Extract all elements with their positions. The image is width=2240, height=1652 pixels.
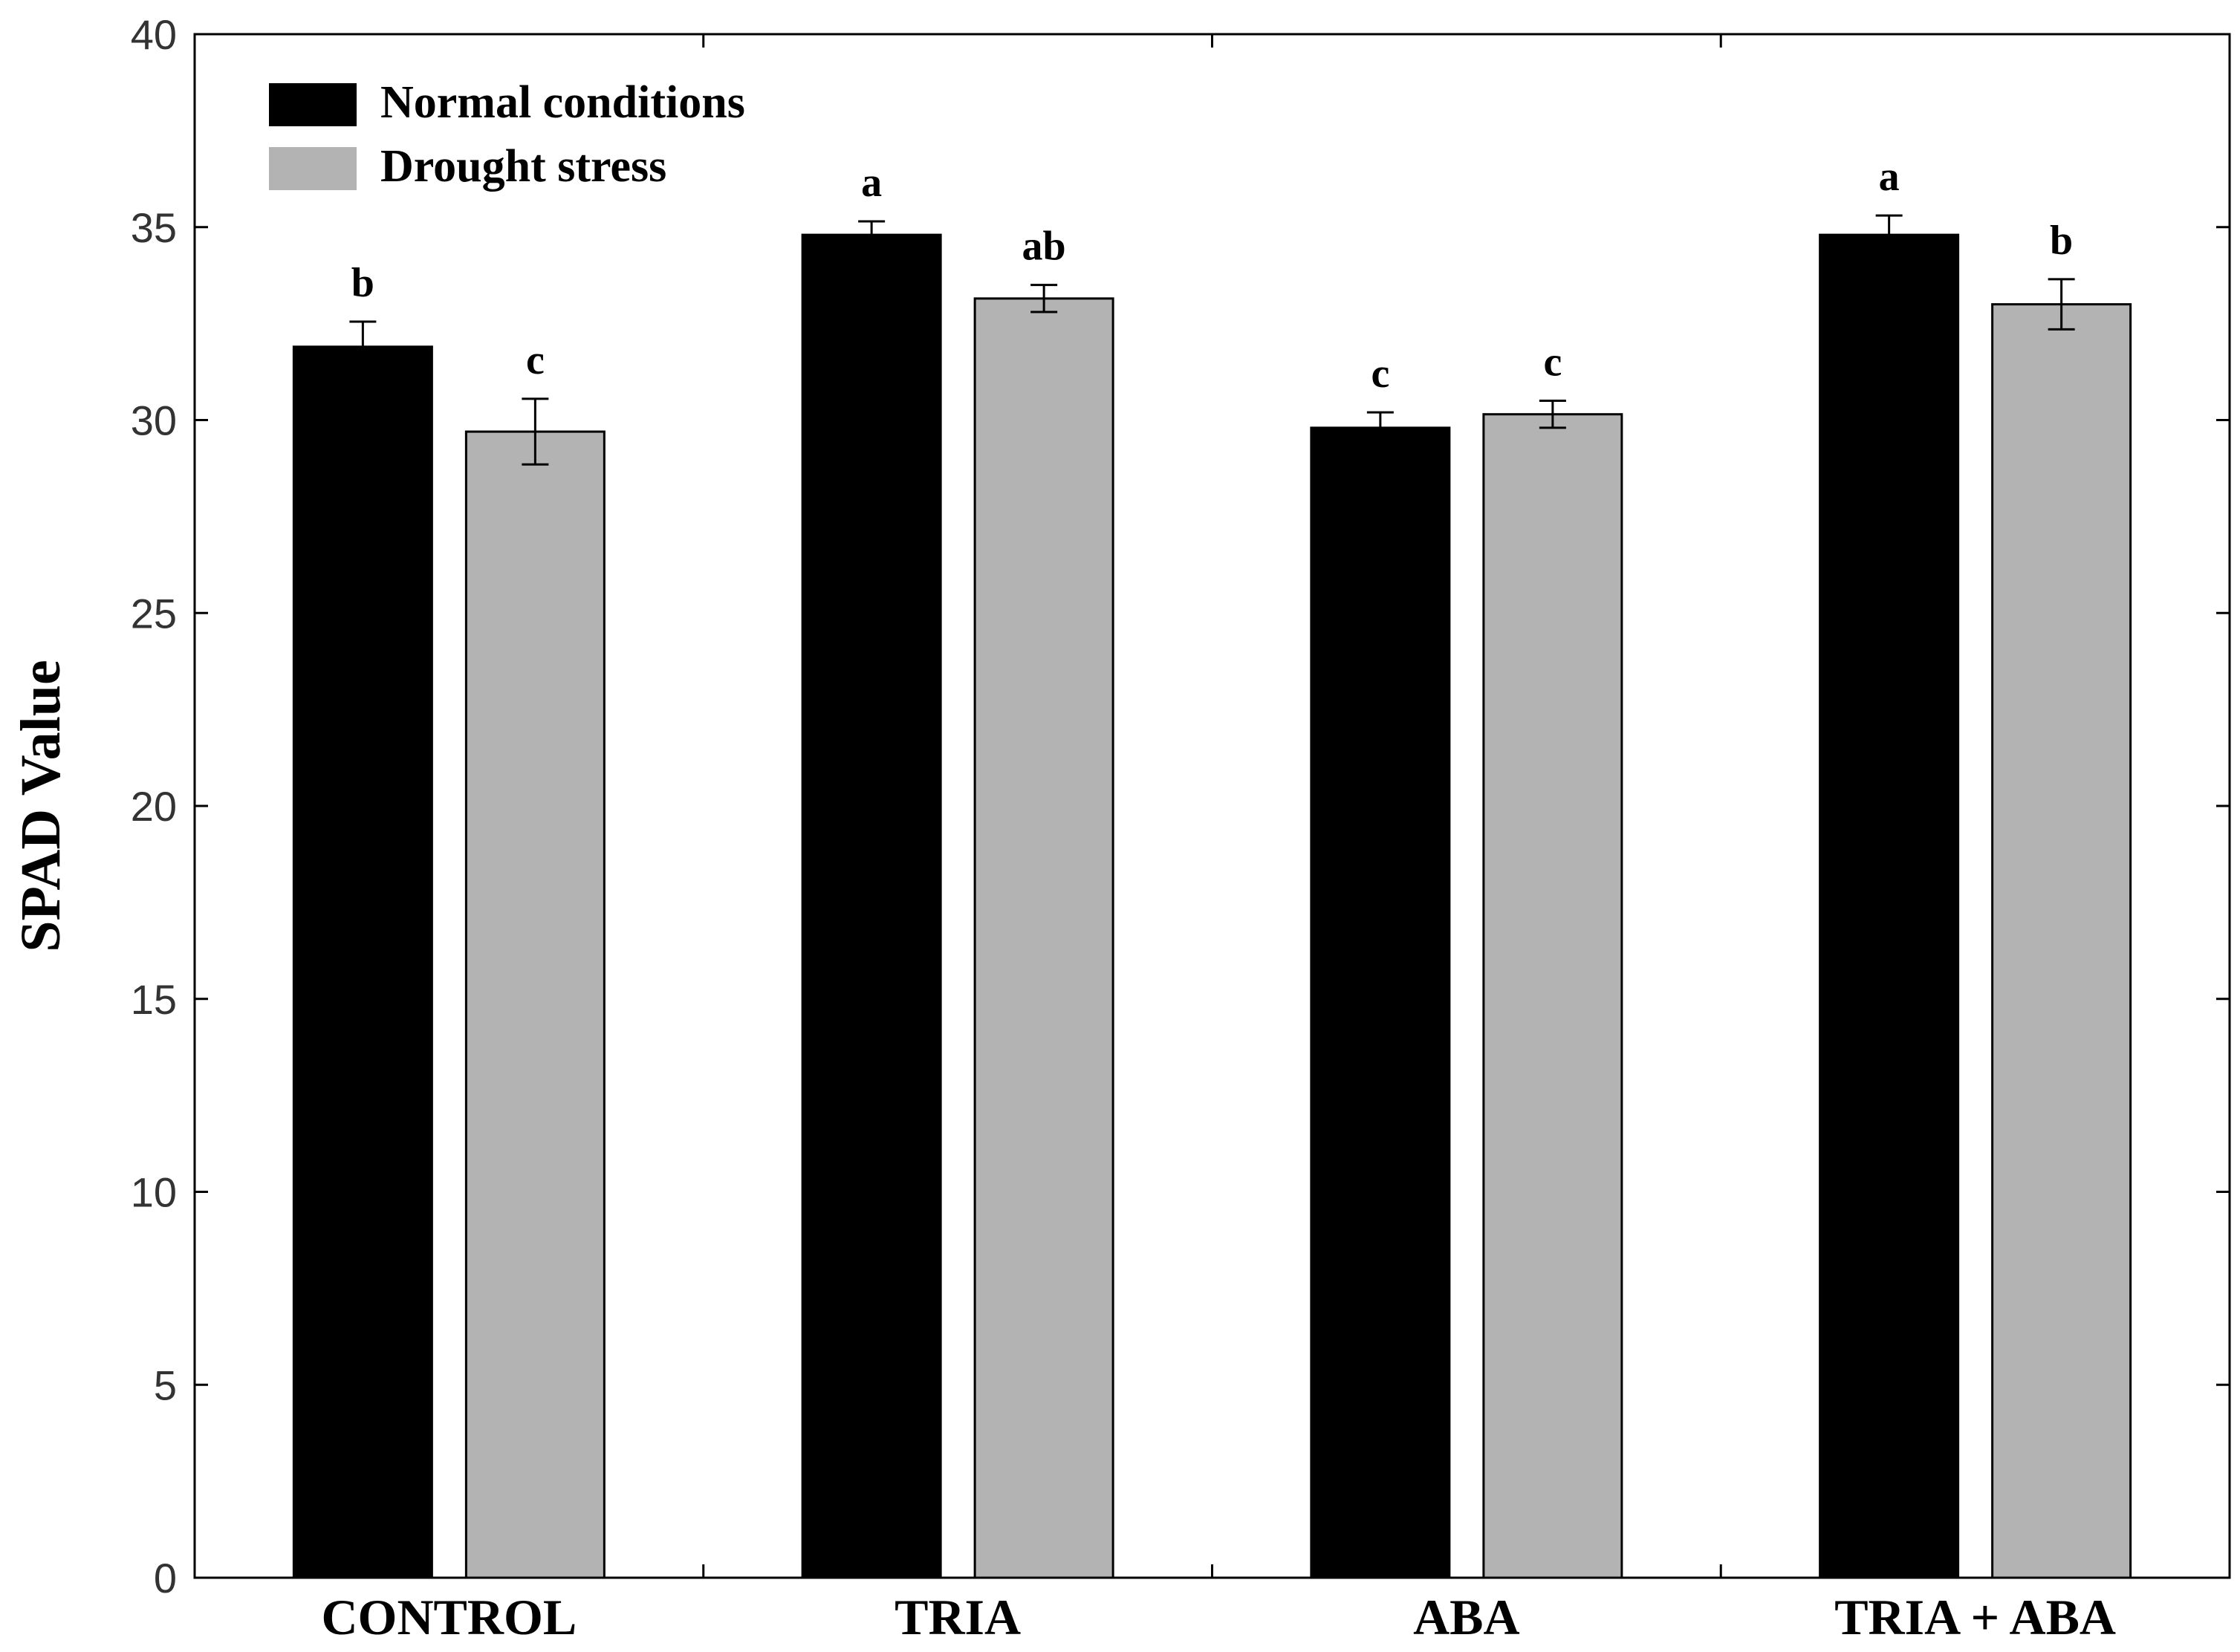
legend-label: Drought stress [380, 141, 666, 192]
significance-letter: b [2050, 218, 2073, 264]
y-tick-label: 35 [131, 204, 177, 251]
significance-letter: a [1879, 154, 1900, 200]
category-label: CONTROL [321, 1589, 577, 1645]
significance-letter: ab [1022, 224, 1066, 270]
y-tick-label: 25 [131, 590, 177, 637]
y-tick-label: 15 [131, 976, 177, 1023]
significance-letter: c [1371, 351, 1389, 397]
bar [1991, 303, 2132, 1579]
y-tick-label: 30 [131, 397, 177, 444]
category-label: ABA [1413, 1589, 1520, 1645]
legend-label: Normal conditions [380, 77, 745, 128]
significance-letter: b [351, 260, 374, 306]
y-tick-label: 5 [154, 1362, 177, 1408]
category-label: TRIA [895, 1589, 1021, 1645]
bar [973, 297, 1114, 1579]
significance-letter: c [526, 337, 545, 383]
bar [464, 430, 606, 1579]
significance-letter: c [1543, 339, 1562, 386]
axes: 0 5 10 15 20 25 30 35 40 SPAD Value [10, 11, 2231, 1601]
y-tick-label: 20 [131, 783, 177, 830]
legend-swatch [269, 83, 357, 126]
legend-swatch [269, 147, 357, 190]
bars [292, 214, 2132, 1579]
category-label: TRIA + ABA [1834, 1589, 2116, 1645]
y-tick-label: 10 [131, 1169, 177, 1216]
y-tick-label: 40 [131, 11, 177, 58]
bar [1482, 413, 1623, 1579]
y-axis-title: SPAD Value [10, 660, 72, 952]
bar [1819, 233, 1960, 1579]
significance-letter: a [861, 160, 882, 206]
bar [801, 233, 942, 1579]
bar [1310, 426, 1451, 1579]
bar [292, 345, 433, 1579]
y-tick-label: 0 [154, 1555, 177, 1601]
legend: Normal conditions Drought stress [269, 77, 745, 192]
